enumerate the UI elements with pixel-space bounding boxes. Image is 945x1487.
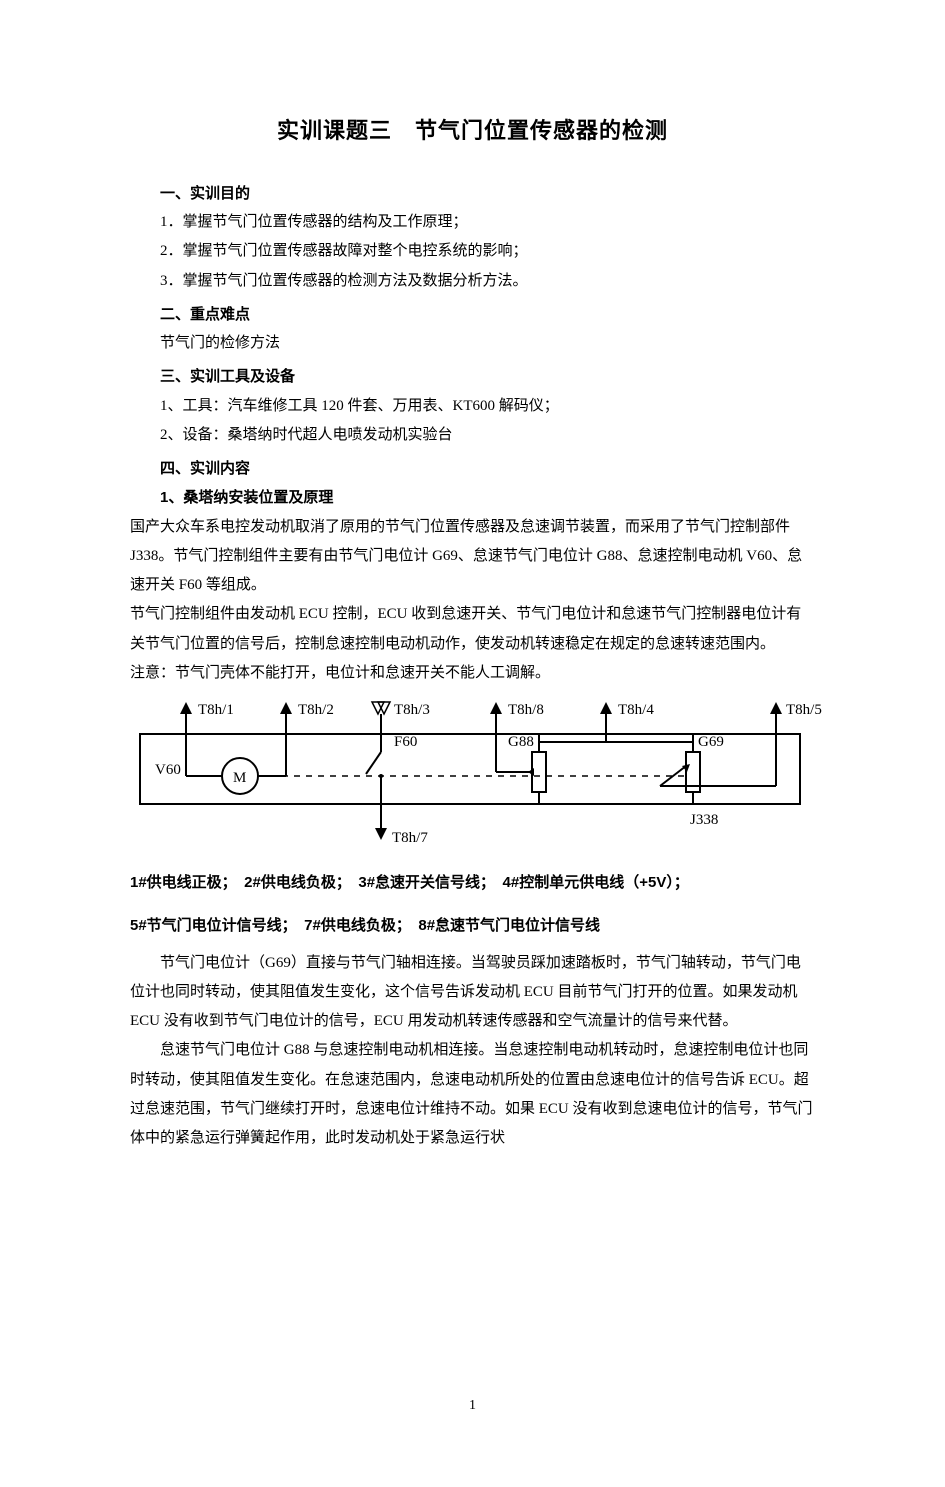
svg-text:T8h/8: T8h/8	[508, 702, 544, 718]
para4: 节气门电位计（G69）直接与节气门轴相连接。当驾驶员踩加速踏板时，节气门轴转动，…	[130, 949, 815, 1037]
flag-t3: T8h/3	[372, 702, 430, 734]
s4-sub1: 1、桑塔纳安装位置及原理	[130, 483, 815, 512]
label-g69: G69	[698, 734, 724, 750]
page-title: 实训课题三 节气门位置传感器的检测	[130, 110, 815, 153]
section4-head: 四、实训内容	[130, 454, 815, 483]
para2: 节气门控制组件由发动机 ECU 控制，ECU 收到怠速开关、节气门电位计和怠速节…	[130, 600, 815, 659]
flag-t2: T8h/2	[280, 702, 334, 734]
s3-item2: 2、设备：桑塔纳时代超人电喷发动机实验台	[130, 421, 815, 450]
flag-t5: T8h/5	[770, 702, 822, 734]
svg-text:T8h/5: T8h/5	[786, 702, 822, 718]
para1: 国产大众车系电控发动机取消了原用的节气门位置传感器及怠速调节装置，而采用了节气门…	[130, 513, 815, 601]
svg-text:T8h/2: T8h/2	[298, 702, 334, 718]
section3-head: 三、实训工具及设备	[130, 362, 815, 391]
wire-desc-1: 1#供电线正极； 2#供电线负极； 3#怠速开关信号线； 4#控制单元供电线（+…	[130, 868, 815, 897]
label-t7: T8h/7	[392, 830, 428, 846]
label-j338: J338	[690, 812, 718, 828]
s1-item1: 1．掌握节气门位置传感器的结构及工作原理；	[130, 208, 815, 237]
para3: 注意：节气门壳体不能打开，电位计和怠速开关不能人工调解。	[130, 659, 815, 688]
svg-text:T8h/4: T8h/4	[618, 702, 654, 718]
para5: 怠速节气门电位计 G88 与怠速控制电动机相连接。当怠速控制电动机转动时，怠速控…	[130, 1036, 815, 1153]
motor-letter: M	[233, 770, 246, 786]
s2-item1: 节气门的检修方法	[130, 329, 815, 358]
svg-text:T8h/1: T8h/1	[198, 702, 234, 718]
label-v60: V60	[155, 762, 181, 778]
label-g88: G88	[508, 734, 534, 750]
page-number: 1	[130, 1392, 815, 1419]
s1-item3: 3．掌握节气门位置传感器的检测方法及数据分析方法。	[130, 267, 815, 296]
s3-item1: 1、工具：汽车维修工具 120 件套、万用表、KT600 解码仪；	[130, 392, 815, 421]
circuit-diagram: T8h/1 T8h/2 T8h/3 T8h/8 T8h/4 T8h/5 V60 …	[130, 694, 830, 854]
flag-t1: T8h/1	[180, 702, 234, 734]
flag-t8: T8h/8	[490, 702, 544, 734]
flag-t4: T8h/4	[600, 702, 654, 734]
label-f60: F60	[394, 734, 417, 750]
s1-item2: 2．掌握节气门位置传感器故障对整个电控系统的影响；	[130, 237, 815, 266]
svg-text:T8h/3: T8h/3	[394, 702, 430, 718]
section1-head: 一、实训目的	[130, 179, 815, 208]
wire-desc-2: 5#节气门电位计信号线； 7#供电线负极； 8#怠速节气门电位计信号线	[130, 911, 815, 940]
section2-head: 二、重点难点	[130, 300, 815, 329]
